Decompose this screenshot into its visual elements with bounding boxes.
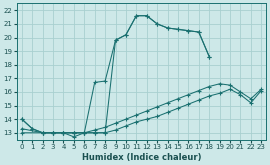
- X-axis label: Humidex (Indice chaleur): Humidex (Indice chaleur): [82, 152, 201, 162]
